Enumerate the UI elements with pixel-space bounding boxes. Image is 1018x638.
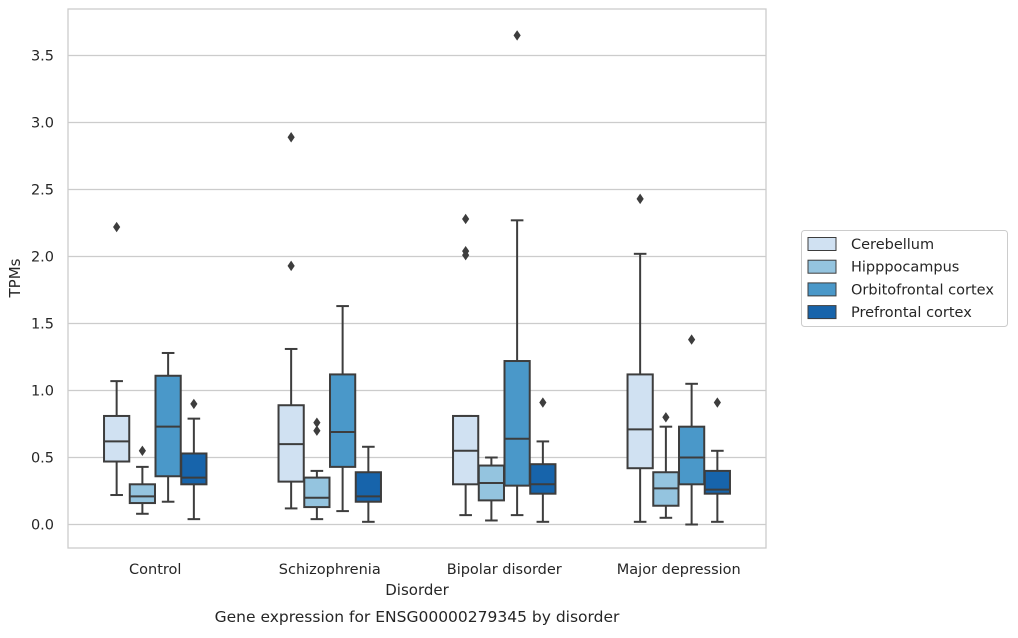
box-4-3 [678,334,706,526]
legend-label: Prefrontal cortex [851,305,972,321]
iqr-box [329,373,357,468]
outlier-point [636,193,644,205]
iqr-box [626,373,654,470]
y-tick-label: 1.0 [31,384,54,400]
box-1-2 [128,445,156,515]
outlier-point [287,132,295,143]
box-4-1 [626,193,654,523]
box-1-3 [154,351,182,503]
x-tick-label: Control [129,562,181,578]
legend-swatch [807,259,837,274]
legend-frame [801,230,1008,327]
outlier-point [462,213,470,225]
axis-layer: 0.0 0.5 1.0 1.5 2.0 2.5 3.0 3.5 Control Schizophr… [31,49,741,579]
legend-swatch [807,282,837,297]
y-tick-label: 3.5 [31,49,54,65]
y-tick-label: 3.0 [31,116,54,132]
x-axis-label: Disorder [385,581,449,599]
box-2-3 [329,305,357,513]
box-2-2 [303,417,331,521]
legend: Cerebellum Hipppocampus Orbitofrontal cort… [801,230,1008,327]
y-tick-label: 0.0 [31,518,54,534]
legend-swatch [807,305,837,320]
y-tick-label: 2.0 [31,250,54,266]
box-3-2 [477,456,505,522]
box-2-4 [354,445,382,523]
legend-swatch [807,237,837,251]
iqr-box [180,452,208,486]
box-1-1 [103,221,131,497]
box-3-1 [452,213,480,517]
x-tick-label: Bipolar disorder [447,562,562,578]
outlier-point [287,260,295,272]
box-3-4 [529,397,557,523]
x-tick-label: Schizophrenia [279,562,381,578]
box-3-3 [503,30,531,517]
outlier-point [113,221,121,233]
outlier-point [539,397,547,408]
legend-items: Cerebellum Hipppocampus Orbitofrontal cort… [807,237,994,321]
legend-label: Cerebellum [851,237,934,253]
outlier-point [513,30,521,41]
y-tick-label: 2.5 [31,183,54,199]
iqr-box [678,425,706,486]
x-tick-label: Major depression [617,562,741,578]
iqr-box [103,414,131,463]
outlier-point [313,417,321,428]
y-axis-label: TPMs [6,258,24,298]
box-layer [103,30,731,526]
plot-frame [67,8,767,549]
box-2-1 [277,132,305,510]
outlier-point [190,398,198,410]
box-1-4 [180,398,208,521]
iqr-box [303,476,331,509]
outlier-point [313,425,321,436]
y-tick-label: 1.5 [31,317,54,333]
iqr-box [503,360,531,487]
iqr-box [529,463,557,495]
iqr-box [703,469,731,495]
outlier-point [688,334,696,345]
chart-caption: Gene expression for ENSG00000279345 by d… [215,608,620,626]
iqr-box [128,483,156,505]
y-tick-label: 0.5 [31,451,54,467]
outlier-point [713,397,721,408]
box-4-2 [652,412,680,519]
outlier-point [138,445,146,456]
legend-label: Hipppocampus [851,260,959,276]
box-4-4 [703,397,731,523]
legend-label: Orbitofrontal cortex [851,282,994,298]
outlier-point [462,249,470,261]
outlier-point [662,412,670,423]
